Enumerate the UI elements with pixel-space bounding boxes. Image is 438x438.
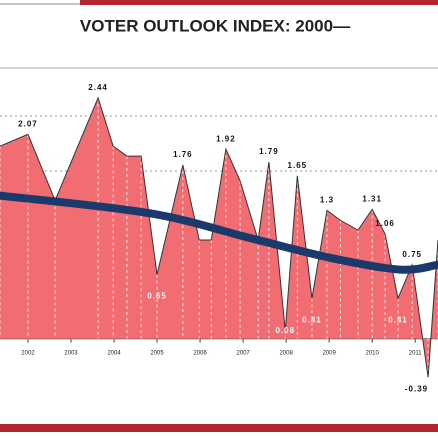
top-band [80,0,438,5]
chart-title: VOTER OUTLOOK INDEX: 2000— [80,16,350,35]
x-tick-label: 2003 [64,350,78,356]
value-label: 0.75 [402,250,422,259]
x-tick-label: 2004 [107,350,121,356]
value-label: 0.41 [388,315,408,324]
value-label: 2.07 [18,119,38,128]
value-label: 1.06 [375,219,395,228]
x-tick-label: 2009 [322,350,336,356]
trend-line [0,191,438,274]
value-label: 0.08 [275,326,295,335]
x-tick-label: 2008 [279,350,293,356]
value-label: 1.31 [362,194,382,203]
value-label: 1.92 [216,134,236,143]
x-tick-label: 2010 [365,350,379,356]
area-fill [0,97,438,378]
value-label: 0.41 [302,315,322,324]
value-label: 1.79 [259,147,279,156]
value-label: -0.39 [405,384,428,393]
x-tick-label: 2011 [409,350,423,356]
x-tick-label: 2002 [21,350,35,356]
value-label: 1.65 [288,161,308,170]
x-tick-label: 2005 [150,350,164,356]
value-label: 2.44 [88,83,108,92]
x-tick-label: 2007 [236,350,250,356]
value-label: 1.3 [320,195,334,204]
bottom-band [0,424,438,432]
value-label: 1.76 [173,150,193,159]
x-tick-label: 2006 [193,350,207,356]
value-label: 0.65 [147,292,167,301]
